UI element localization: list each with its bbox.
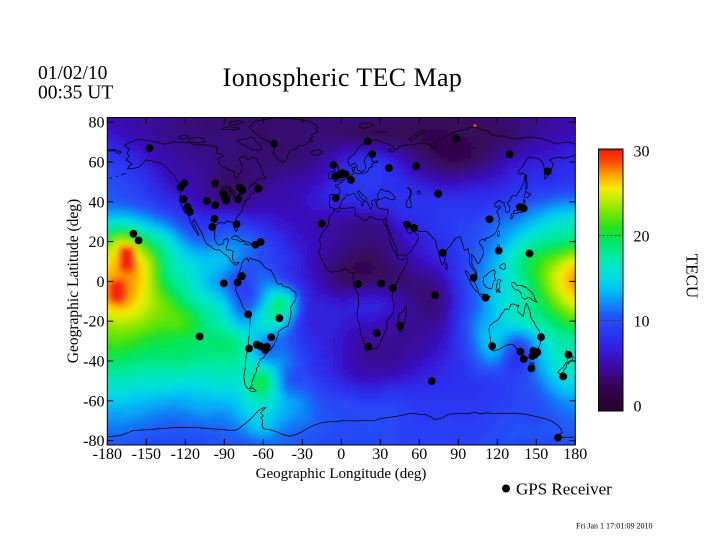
svg-text:01/02/10: 01/02/10: [38, 63, 107, 84]
svg-text:Ionospheric TEC Map: Ionospheric TEC Map: [223, 63, 463, 92]
svg-text:00:35 UT: 00:35 UT: [38, 83, 113, 104]
